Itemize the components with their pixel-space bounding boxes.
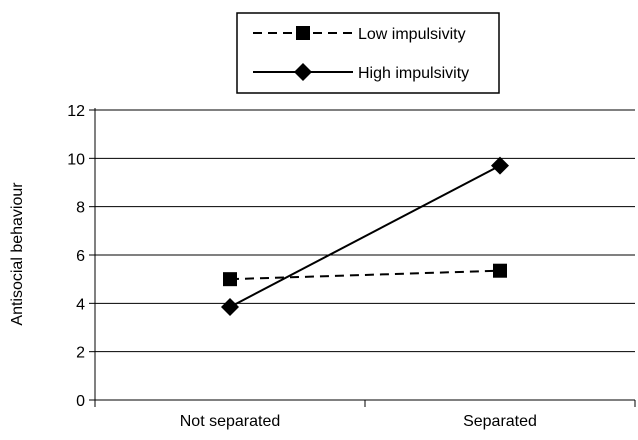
y-tick-label: 8 [76, 200, 85, 217]
data-point-diamond [491, 156, 509, 175]
legend-item: Low impulsivity [253, 26, 466, 43]
data-point-diamond [221, 297, 239, 316]
y-tick-label: 2 [76, 345, 85, 362]
legend-label: Low impulsivity [358, 26, 466, 43]
y-axis-label: Antisocial behaviour [9, 182, 26, 326]
series-line [229, 164, 501, 308]
data-point-square [493, 263, 507, 278]
x-tick-label: Not separated [180, 413, 281, 430]
legend-item: High impulsivity [253, 63, 469, 82]
legend-marker-diamond [294, 63, 312, 81]
legend: Low impulsivity High impulsivity [236, 12, 500, 94]
legend-marker-square [296, 26, 310, 40]
legend-box [236, 12, 500, 94]
data-point-square [223, 272, 237, 287]
series-line [229, 269, 501, 281]
y-tick-label: 6 [76, 248, 85, 265]
y-tick-label: 4 [76, 296, 85, 313]
x-tick-label: Separated [463, 413, 537, 430]
series-low-impulsivity [223, 263, 507, 287]
legend-label: High impulsivity [358, 65, 469, 82]
y-tick-label: 12 [67, 103, 85, 120]
gridlines [95, 109, 635, 353]
y-tick-label: 0 [76, 393, 85, 410]
series-high-impulsivity [221, 156, 509, 316]
y-tick-label: 10 [67, 151, 85, 168]
